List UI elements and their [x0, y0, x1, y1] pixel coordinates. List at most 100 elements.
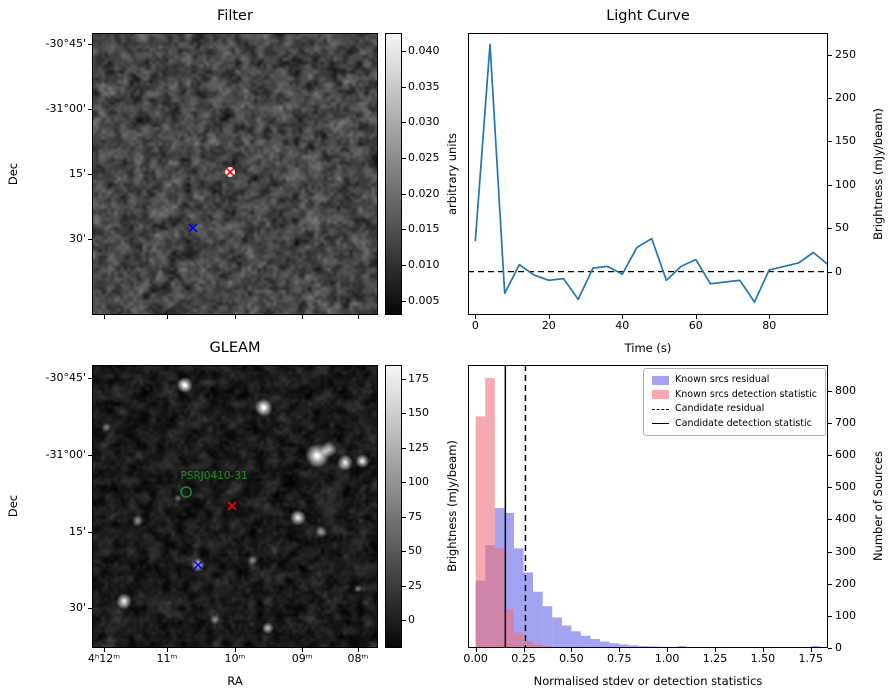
tick-mark	[828, 519, 832, 521]
tick-label: 0.040	[408, 43, 440, 57]
tick-mark	[235, 315, 236, 319]
light-curve-xlabel: Time (s)	[624, 341, 672, 355]
filter-title: Filter	[217, 8, 253, 24]
tick-mark	[828, 98, 832, 100]
histogram-bar	[513, 548, 524, 648]
tick-label: 125	[408, 440, 429, 454]
tick-label: 80	[762, 319, 777, 332]
tick-mark	[523, 648, 525, 652]
light-curve-plot	[468, 33, 829, 315]
tick-label: 100	[835, 608, 856, 622]
marker-x	[225, 167, 235, 177]
tick-label: 100	[835, 177, 856, 191]
tick-mark	[828, 184, 832, 186]
tick-label: 50	[408, 544, 422, 558]
tick-mark	[402, 86, 406, 88]
histogram-bar	[504, 512, 514, 648]
tick-label: 60	[688, 319, 703, 332]
tick-mark	[302, 315, 304, 319]
gleam-ylabel: Dec	[6, 494, 20, 518]
histogram-plot	[468, 365, 828, 648]
tick-label: 250	[835, 47, 856, 61]
tick-mark	[571, 648, 573, 652]
legend-label: Candidate detection statistic	[675, 417, 812, 429]
tick-label: 0.25	[511, 652, 536, 665]
tick-label: 0.030	[408, 115, 440, 129]
tick-label: 50	[835, 221, 849, 235]
tick-mark	[357, 315, 359, 319]
light-curve-series	[474, 43, 829, 303]
histogram-bar	[628, 645, 639, 648]
tick-mark	[828, 228, 832, 230]
legend-item: Known srcs detection statistic	[652, 388, 817, 403]
tick-mark	[548, 315, 550, 319]
histogram-bar	[513, 632, 524, 648]
tick-mark	[715, 648, 717, 652]
tick-mark	[810, 648, 812, 652]
histogram-bar	[533, 591, 543, 648]
tick-label: 150	[408, 406, 429, 420]
histogram-bar	[571, 631, 581, 648]
histogram-bar	[561, 625, 572, 648]
tick-mark	[402, 265, 406, 267]
histogram-bar	[523, 572, 534, 648]
tick-mark	[762, 648, 764, 652]
tick-mark	[88, 608, 92, 610]
tick-label: 20	[541, 319, 556, 332]
tick-mark	[88, 238, 92, 240]
axes-frame	[92, 365, 378, 648]
tick-label: 200	[835, 91, 856, 105]
legend-item: Candidate detection statistic	[652, 417, 817, 432]
tick-mark	[828, 615, 832, 617]
gleam-colorbar-label: Brightness (mJy/beam)	[445, 440, 459, 572]
histogram-bar	[600, 641, 610, 648]
tick-label: 4ʰ12ᵐ	[87, 652, 121, 665]
tick-mark	[166, 315, 168, 319]
tick-mark	[357, 648, 359, 652]
axes-frame	[92, 33, 378, 315]
tick-mark	[88, 454, 92, 456]
tick-mark	[402, 122, 406, 124]
histogram-bar	[523, 640, 534, 648]
tick-label: 600	[835, 448, 856, 462]
tick-label: 0.015	[408, 222, 440, 236]
gleam-xlabel: RA	[227, 674, 243, 688]
tick-mark	[402, 482, 406, 484]
tick-label: 1.75	[798, 652, 824, 665]
tick-label: 175	[408, 371, 429, 385]
tick-label: 30'	[68, 601, 86, 615]
legend-swatch-line	[652, 408, 669, 410]
tick-mark	[402, 447, 406, 449]
legend-item: Known srcs residual	[652, 373, 817, 388]
tick-mark	[402, 50, 406, 52]
tick-mark	[828, 422, 832, 424]
tick-mark	[402, 193, 406, 195]
axes-frame	[468, 33, 828, 315]
tick-label: 0	[835, 264, 842, 278]
tick-mark	[402, 585, 406, 587]
tick-mark	[828, 551, 832, 553]
tick-mark	[769, 315, 771, 319]
tick-mark	[828, 487, 832, 489]
tick-mark	[828, 54, 832, 56]
tick-mark	[166, 648, 168, 652]
tick-label: 0.025	[408, 150, 440, 164]
tick-label: 800	[835, 383, 856, 397]
tick-mark	[619, 648, 621, 652]
tick-label: 75	[408, 509, 422, 523]
tick-label: 0	[471, 319, 479, 332]
tick-mark	[88, 378, 92, 380]
tick-label: 11ᵐ	[156, 652, 178, 665]
tick-mark	[475, 315, 477, 319]
tick-label: 0.010	[408, 258, 440, 272]
histogram-bar	[542, 606, 553, 648]
histogram-ylabel: Number of Sources	[871, 450, 885, 562]
histogram-bar	[504, 609, 514, 648]
tick-mark	[828, 455, 832, 457]
tick-label: 08ᵐ	[347, 652, 369, 665]
histogram-bar	[609, 643, 620, 648]
tick-mark	[828, 141, 832, 143]
legend: Known srcs residual Known srcs detection …	[643, 368, 826, 436]
legend-swatch-patch	[652, 390, 669, 400]
